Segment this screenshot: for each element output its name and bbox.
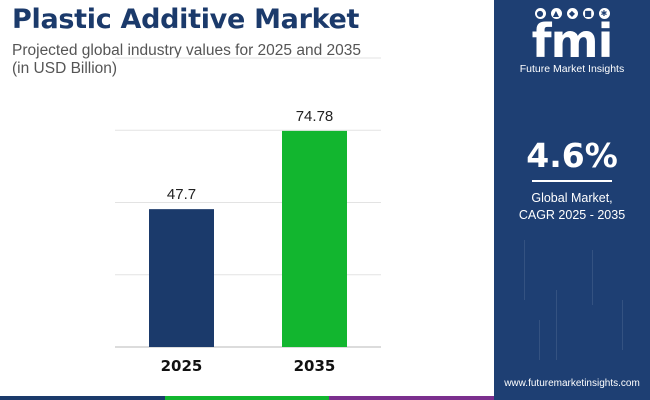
leaf-icon: ■ xyxy=(582,8,594,19)
fmi-logo: ● ▲ ◆ ■ ✱ fmi Future Market Insights xyxy=(494,8,650,75)
flask-icon: ◆ xyxy=(566,8,578,19)
data-label-2035: 74.78 xyxy=(296,108,334,125)
subtitle-line-1: Projected global industry values for 202… xyxy=(12,42,361,59)
footer-stripe-segment-2 xyxy=(164,396,330,400)
cagr-value: 4.6% xyxy=(526,136,618,175)
chart-subtitle: Projected global industry values for 202… xyxy=(12,42,482,78)
chart-title: Plastic Additive Market xyxy=(12,4,360,35)
footer-stripe-segment-3 xyxy=(329,396,495,400)
data-label-2025: 47.7 xyxy=(167,186,196,203)
side-panel: ● ▲ ◆ ■ ✱ fmi Future Market Insights 4.6… xyxy=(494,0,650,400)
logo-icon-row: ● ▲ ◆ ■ ✱ xyxy=(494,8,650,19)
cagr-label: Global Market, CAGR 2025 - 2035 xyxy=(494,190,650,224)
subtitle-line-2: (in USD Billion) xyxy=(12,60,118,77)
car-icon: ▲ xyxy=(550,8,562,19)
bar-chart: 47.7 2025 74.78 2035 xyxy=(115,57,381,375)
logo-wordmark: fmi xyxy=(531,14,614,68)
footer-stripe xyxy=(0,396,495,400)
bar-2025 xyxy=(149,209,214,347)
cagr-label-line-2: CAGR 2025 - 2035 xyxy=(518,208,626,222)
website-link[interactable]: www.futuremarketinsights.com xyxy=(504,378,640,389)
footer-stripe-segment-1 xyxy=(0,396,165,400)
x-tick-label-2035: 2035 xyxy=(294,357,336,375)
cagr-label-line-1: Global Market, xyxy=(531,191,613,205)
logo-subtitle: Future Market Insights xyxy=(519,63,625,75)
globe-icon: ● xyxy=(534,8,546,19)
bar-2035 xyxy=(282,130,347,347)
x-tick-label-2025: 2025 xyxy=(161,357,203,375)
cagr-divider xyxy=(532,180,612,182)
gear-icon: ✱ xyxy=(598,8,610,19)
